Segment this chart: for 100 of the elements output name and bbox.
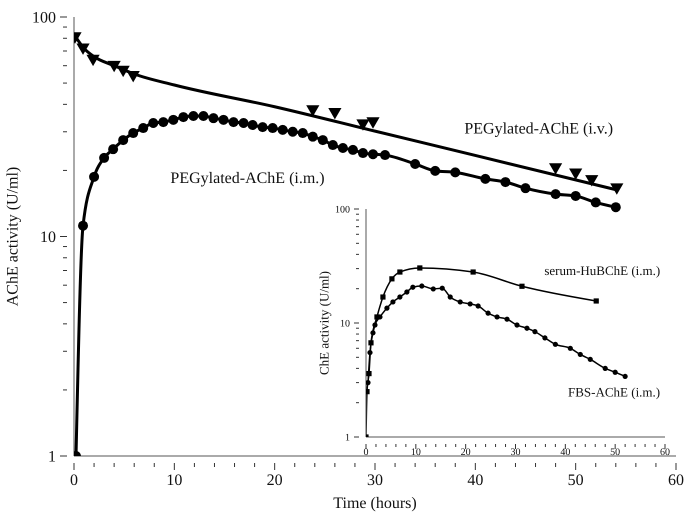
point bbox=[410, 158, 420, 169]
point bbox=[108, 60, 121, 72]
point bbox=[450, 167, 460, 178]
point bbox=[366, 117, 380, 129]
point bbox=[514, 322, 520, 328]
point bbox=[138, 123, 148, 134]
y-tick-label: 1 bbox=[345, 432, 350, 444]
point bbox=[328, 140, 338, 150]
point bbox=[308, 132, 318, 142]
x-tick-label: 30 bbox=[510, 447, 520, 458]
point bbox=[610, 202, 621, 212]
point bbox=[118, 135, 128, 146]
point bbox=[480, 174, 490, 184]
point bbox=[178, 112, 188, 122]
point bbox=[430, 286, 436, 292]
point bbox=[268, 123, 278, 134]
point bbox=[86, 54, 100, 66]
point bbox=[520, 183, 530, 194]
point bbox=[389, 276, 395, 282]
point bbox=[468, 301, 473, 307]
point bbox=[218, 114, 228, 125]
point bbox=[380, 150, 390, 160]
y-tick-label: 10 bbox=[40, 229, 56, 246]
point bbox=[622, 374, 628, 380]
point bbox=[258, 122, 268, 132]
point bbox=[76, 44, 90, 55]
point bbox=[367, 350, 373, 356]
x-tick-label: 30 bbox=[367, 472, 383, 489]
point bbox=[485, 310, 491, 316]
point bbox=[588, 356, 593, 362]
point bbox=[500, 177, 510, 188]
x-tick-label: 0 bbox=[364, 447, 368, 458]
x-axis-title: Time (hours) bbox=[333, 495, 417, 512]
point bbox=[397, 294, 402, 300]
point bbox=[328, 108, 342, 120]
point bbox=[116, 66, 130, 78]
x-tick-label: 40 bbox=[560, 447, 570, 458]
point bbox=[78, 220, 88, 231]
point bbox=[494, 314, 500, 320]
point bbox=[476, 303, 481, 309]
x-tick-label: 40 bbox=[467, 472, 484, 489]
point bbox=[380, 294, 386, 300]
x-tick-label: 0 bbox=[70, 472, 78, 489]
point bbox=[338, 143, 348, 154]
point bbox=[417, 265, 422, 271]
point bbox=[370, 330, 376, 336]
point bbox=[372, 322, 378, 328]
point bbox=[288, 126, 298, 137]
point bbox=[278, 124, 288, 135]
point bbox=[248, 120, 258, 130]
x-tick-label: 60 bbox=[660, 447, 670, 458]
point bbox=[470, 269, 476, 275]
y-tick-label: 10 bbox=[340, 318, 350, 330]
point bbox=[366, 380, 371, 386]
point bbox=[552, 342, 558, 347]
x-tick-label: 50 bbox=[568, 472, 584, 489]
point bbox=[590, 197, 601, 208]
point bbox=[168, 114, 178, 125]
point bbox=[602, 366, 608, 371]
x-tick-label: 10 bbox=[410, 447, 421, 458]
point bbox=[612, 370, 618, 375]
point bbox=[542, 335, 548, 341]
point bbox=[99, 152, 110, 163]
point bbox=[188, 110, 198, 121]
point bbox=[458, 299, 463, 305]
point bbox=[550, 189, 561, 200]
point bbox=[578, 352, 583, 358]
point bbox=[128, 128, 138, 138]
point bbox=[419, 283, 424, 289]
point bbox=[89, 172, 100, 182]
point bbox=[228, 117, 239, 128]
point bbox=[198, 110, 208, 121]
point bbox=[158, 117, 168, 128]
x-tick-label: 50 bbox=[610, 447, 620, 458]
y-tick-label: 1 bbox=[48, 448, 56, 466]
point bbox=[208, 113, 218, 124]
point bbox=[397, 269, 402, 275]
point bbox=[368, 149, 378, 160]
point bbox=[430, 166, 440, 176]
point bbox=[126, 70, 140, 82]
y-axis-title: AChE activity (U/ml) bbox=[4, 166, 22, 306]
point bbox=[549, 163, 562, 175]
point bbox=[410, 284, 416, 290]
point bbox=[568, 346, 573, 351]
point bbox=[519, 284, 525, 289]
point bbox=[238, 118, 249, 128]
series-label: PEGylated-AChE (i.m.) bbox=[170, 170, 325, 187]
point bbox=[594, 298, 599, 304]
y-tick-label: 100 bbox=[335, 204, 350, 216]
series-label: FBS-AChE (i.m.) bbox=[568, 384, 660, 400]
point bbox=[440, 286, 445, 291]
point bbox=[610, 183, 624, 195]
point bbox=[298, 128, 308, 138]
point bbox=[404, 289, 410, 295]
point bbox=[318, 135, 328, 146]
point bbox=[585, 175, 598, 187]
point bbox=[148, 118, 158, 128]
y-axis-title: ChE activity (U/ml) bbox=[316, 271, 332, 375]
point bbox=[368, 340, 374, 346]
point bbox=[448, 294, 453, 300]
